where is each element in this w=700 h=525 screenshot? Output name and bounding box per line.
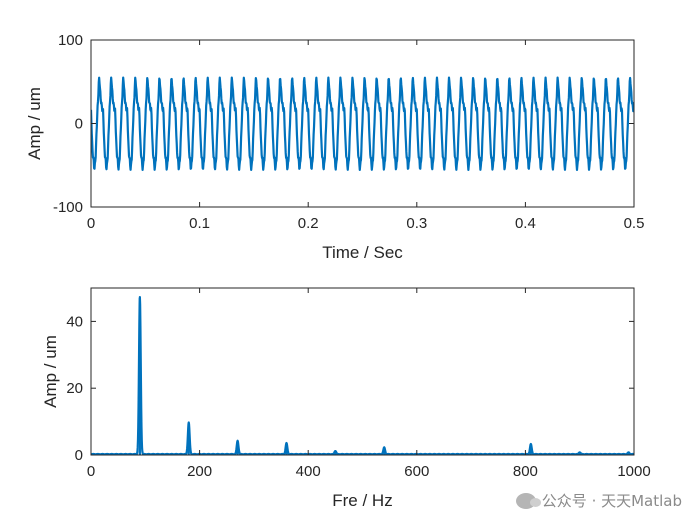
- freq-ytick-label: 0: [75, 447, 83, 464]
- freq-plot-ylabel: Amp / um: [41, 335, 60, 408]
- spectrum-line: [91, 295, 634, 455]
- freq-plot-xlabel: Fre / Hz: [332, 491, 392, 510]
- time-series-line-group: [91, 76, 634, 171]
- freq-xtick-label: 200: [187, 463, 212, 480]
- freq-xtick-label: 0: [87, 463, 95, 480]
- frequency-domain-plot: 0 200 400 600 800 1000 0 20 40 Fre / Hz Amp / um: [41, 287, 651, 510]
- time-plot-ylabel: Amp / um: [25, 87, 44, 160]
- freq-plot-ticks: 0 200 400 600 800 1000 0 20 40: [66, 288, 651, 480]
- time-ytick-label: -100: [53, 199, 83, 216]
- time-xtick-label: 0.5: [624, 215, 645, 232]
- freq-xtick-label: 1000: [617, 463, 650, 480]
- time-plot-xlabel: Time / Sec: [322, 243, 403, 262]
- freq-ytick-label: 20: [66, 380, 83, 397]
- spectrum-line-group: [91, 295, 634, 455]
- freq-xtick-label: 600: [404, 463, 429, 480]
- time-series-line: [91, 76, 634, 171]
- time-ytick-label: 0: [75, 116, 83, 133]
- wechat-icon: [515, 492, 541, 509]
- watermark-text: 公众号 · 天天Matlab: [541, 492, 682, 510]
- time-plot-frame: [90, 39, 635, 208]
- freq-xtick-label: 800: [513, 463, 538, 480]
- time-xtick-label: 0: [87, 215, 95, 232]
- freq-plot-background: [91, 288, 634, 455]
- freq-xtick-label: 400: [296, 463, 321, 480]
- time-xtick-label: 0.1: [189, 215, 210, 232]
- watermark: 公众号 · 天天Matlab: [515, 490, 682, 511]
- time-xtick-label: 0.4: [515, 215, 536, 232]
- freq-ytick-label: 40: [66, 313, 83, 330]
- time-xtick-label: 0.2: [298, 215, 319, 232]
- time-ytick-label: 100: [58, 32, 83, 49]
- time-xtick-label: 0.3: [406, 215, 427, 232]
- freq-plot-frame: [90, 287, 635, 456]
